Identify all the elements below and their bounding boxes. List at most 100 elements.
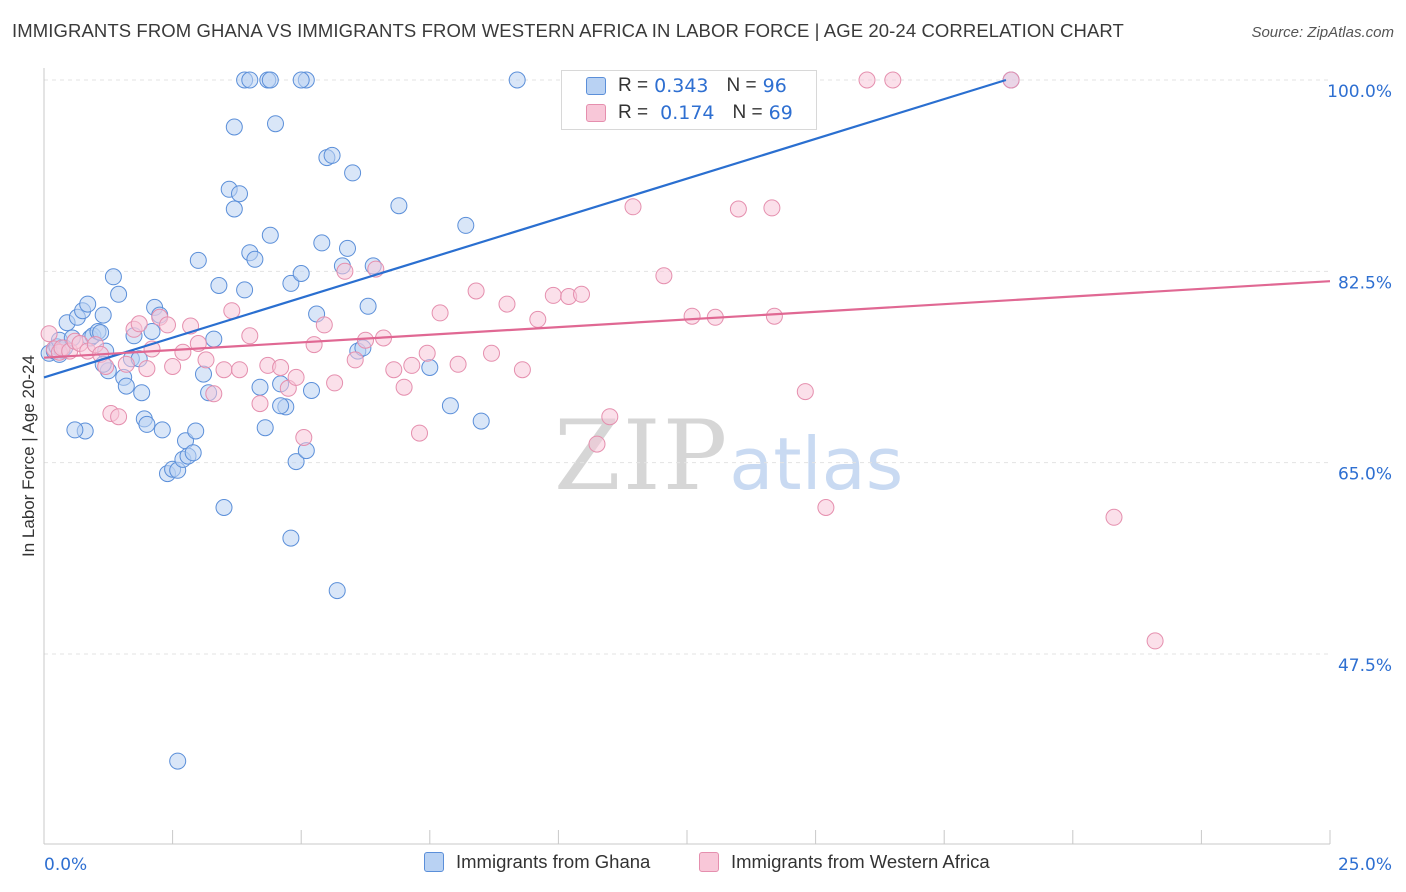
point-ghana	[241, 71, 259, 89]
point-western-africa	[272, 359, 290, 376]
point-ghana	[236, 281, 254, 299]
legend-n-value: 69	[768, 102, 793, 124]
point-western-africa	[817, 499, 835, 516]
point-western-africa	[498, 295, 516, 313]
point-ghana	[117, 377, 135, 395]
point-ghana	[390, 197, 408, 215]
point-western-africa	[1146, 632, 1164, 650]
point-western-africa	[251, 395, 269, 413]
point-ghana	[323, 146, 341, 164]
point-western-africa	[346, 351, 364, 369]
point-western-africa	[403, 356, 421, 374]
point-western-africa	[884, 71, 902, 89]
point-western-africa	[683, 307, 701, 325]
point-western-africa	[315, 316, 333, 334]
legend-swatch-western-africa	[586, 104, 606, 122]
data-points	[40, 71, 1164, 770]
legend-n-label: N =	[726, 75, 757, 96]
point-ghana	[344, 164, 362, 182]
point-ghana	[282, 529, 300, 547]
point-western-africa	[513, 361, 531, 379]
point-western-africa	[336, 262, 354, 280]
point-western-africa	[110, 408, 128, 426]
watermark-atlas: atlas	[729, 422, 904, 506]
point-western-africa	[159, 316, 176, 334]
point-ghana	[225, 200, 243, 218]
point-western-africa	[411, 424, 428, 442]
point-western-africa	[241, 327, 259, 345]
bottom-legend: Immigrants from Ghana Immigrants from We…	[0, 851, 1406, 877]
bottom-legend-ghana: Immigrants from Ghana	[424, 851, 650, 873]
point-western-africa	[205, 385, 223, 403]
point-ghana	[110, 285, 128, 303]
point-ghana	[282, 274, 300, 292]
x-tick-label-min: 0.0%	[44, 855, 87, 875]
point-ghana	[133, 384, 151, 402]
legend-box: R = 0.343 N = 96 R = 0.174 N = 69	[561, 70, 817, 130]
bottom-legend-western-africa: Immigrants from Western Africa	[699, 851, 990, 873]
point-ghana	[210, 277, 228, 294]
point-ghana	[359, 297, 377, 315]
legend-r-label: R =	[618, 102, 649, 123]
point-ghana	[187, 422, 205, 440]
point-ghana	[328, 582, 346, 600]
point-ghana	[339, 239, 356, 257]
point-ghana	[189, 251, 207, 269]
point-ghana	[79, 295, 97, 313]
point-western-africa	[431, 304, 449, 322]
x-tick-label-max: 25.0%	[1338, 855, 1392, 875]
point-western-africa	[231, 361, 248, 379]
point-ghana	[143, 323, 161, 340]
point-western-africa	[395, 378, 413, 396]
point-ghana	[267, 115, 284, 133]
y-tick-label: 65.0%	[1338, 465, 1392, 485]
point-ghana	[184, 444, 202, 462]
point-western-africa	[588, 435, 606, 453]
legend-entry-western-africa: R = 0.174 N = 69	[586, 101, 793, 125]
point-western-africa	[765, 307, 783, 325]
point-ghana	[457, 216, 475, 234]
trend-line-western-africa	[43, 280, 1331, 359]
point-ghana	[292, 265, 310, 282]
legend-n-value: 96	[762, 75, 787, 97]
point-western-africa	[223, 302, 241, 320]
point-western-africa	[573, 285, 590, 303]
point-ghana	[292, 71, 310, 89]
point-western-africa	[117, 355, 135, 373]
point-ghana	[421, 359, 439, 376]
watermark: ZIPatlas	[554, 400, 903, 512]
point-ghana	[441, 397, 459, 415]
point-ghana	[169, 752, 187, 770]
legend-swatch-ghana	[586, 77, 606, 95]
point-western-africa	[763, 199, 781, 217]
point-ghana	[256, 419, 274, 437]
bottom-legend-swatch-ghana	[424, 852, 444, 872]
x-ticks	[172, 830, 1331, 844]
legend-r-value: 0.343	[654, 75, 709, 97]
point-western-africa	[858, 71, 876, 89]
point-western-africa	[624, 198, 642, 216]
point-ghana	[246, 250, 264, 268]
point-western-africa	[544, 286, 562, 304]
point-western-africa	[796, 383, 814, 401]
point-ghana	[313, 234, 331, 252]
point-western-africa	[174, 343, 192, 361]
point-ghana	[261, 226, 279, 244]
point-ghana	[104, 268, 122, 286]
bottom-legend-label-ghana: Immigrants from Ghana	[456, 851, 651, 872]
point-ghana	[66, 421, 84, 439]
watermark-zip: ZIP	[554, 400, 730, 512]
bottom-legend-swatch-western-africa	[699, 852, 719, 872]
point-ghana	[225, 118, 243, 136]
point-western-africa	[601, 408, 619, 426]
point-western-africa	[326, 374, 344, 392]
point-western-africa	[449, 355, 467, 373]
tick-labels: 0.0% 25.0% In Labor Force | Age 20-24 47…	[19, 82, 1392, 875]
legend-r-value: 0.174	[660, 102, 715, 124]
y-axis-title: In Labor Force | Age 20-24	[19, 355, 38, 557]
point-ghana	[472, 412, 490, 430]
chart-source: Source: ZipAtlas.com	[1251, 24, 1394, 41]
y-tick-label: 82.5%	[1338, 273, 1392, 293]
point-ghana	[231, 185, 248, 203]
point-ghana	[261, 71, 279, 89]
